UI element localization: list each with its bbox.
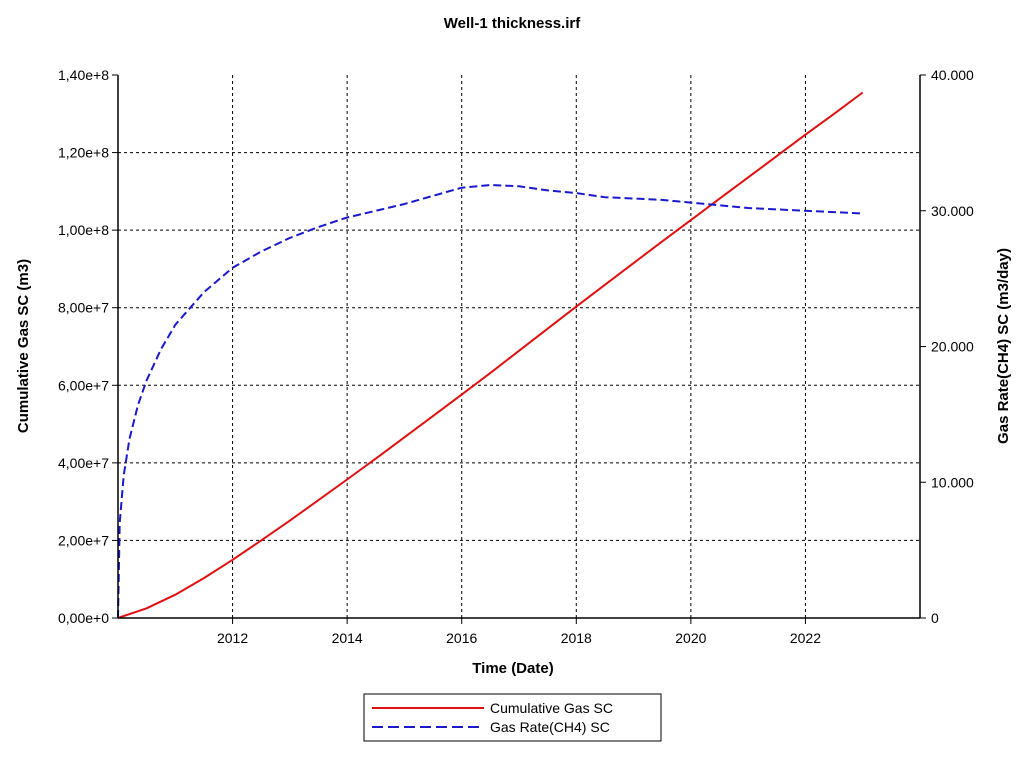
y-left-tick-label: 8,00e+7 (58, 300, 109, 316)
y-left-tick-label: 0,00e+0 (58, 610, 109, 626)
y-right-tick-label: 20.000 (931, 339, 974, 355)
x-tick-label: 2012 (217, 630, 248, 646)
series-line-cumulative-gas (117, 91, 864, 619)
legend-label-cumulative-gas: Cumulative Gas SC (490, 700, 613, 716)
series-line-gas-rate (117, 184, 863, 619)
y-right-axis-label: Gas Rate(CH4) SC (m3/day) (995, 248, 1012, 444)
legend-label-gas-rate: Gas Rate(CH4) SC (490, 719, 610, 735)
y-left-tick-label: 1,40e+8 (58, 67, 109, 83)
y-right-axis-ticks: 0 10.000 20.000 30.000 40.000 (920, 67, 974, 626)
y-left-tick-label: 2,00e+7 (58, 532, 109, 548)
series-layer (117, 91, 864, 619)
y-right-tick-label: 10.000 (931, 474, 974, 490)
y-right-tick-label: 0 (931, 610, 939, 626)
y-right-tick-label: 30.000 (931, 203, 974, 219)
y-left-axis-ticks: 0,00e+0 2,00e+7 4,00e+7 6,00e+7 8,00e+7 1,00e… (58, 67, 118, 626)
x-tick-label: 2018 (561, 630, 592, 646)
y-left-tick-label: 1,00e+8 (58, 222, 109, 238)
x-tick-label: 2014 (332, 630, 363, 646)
axes (117, 75, 921, 619)
x-tick-label: 2022 (790, 630, 821, 646)
y-left-tick-label: 4,00e+7 (58, 455, 109, 471)
x-tick-label: 2016 (446, 630, 477, 646)
x-tick-label: 2020 (675, 630, 706, 646)
x-axis-ticks: 2012 2014 2016 2018 2020 2022 (217, 618, 821, 646)
y-right-tick-label: 40.000 (931, 67, 974, 83)
legend-box (363, 693, 662, 742)
y-left-axis-label: Cumulative Gas SC (m3) (15, 259, 32, 433)
legend: Cumulative Gas SC Gas Rate(CH4) SC (363, 693, 662, 742)
chart-title: Well-1 thickness.irf (444, 15, 581, 32)
grid (118, 75, 920, 618)
x-axis-label: Time (Date) (472, 660, 553, 677)
y-left-tick-label: 1,20e+8 (58, 145, 109, 161)
y-left-tick-label: 6,00e+7 (58, 377, 109, 393)
